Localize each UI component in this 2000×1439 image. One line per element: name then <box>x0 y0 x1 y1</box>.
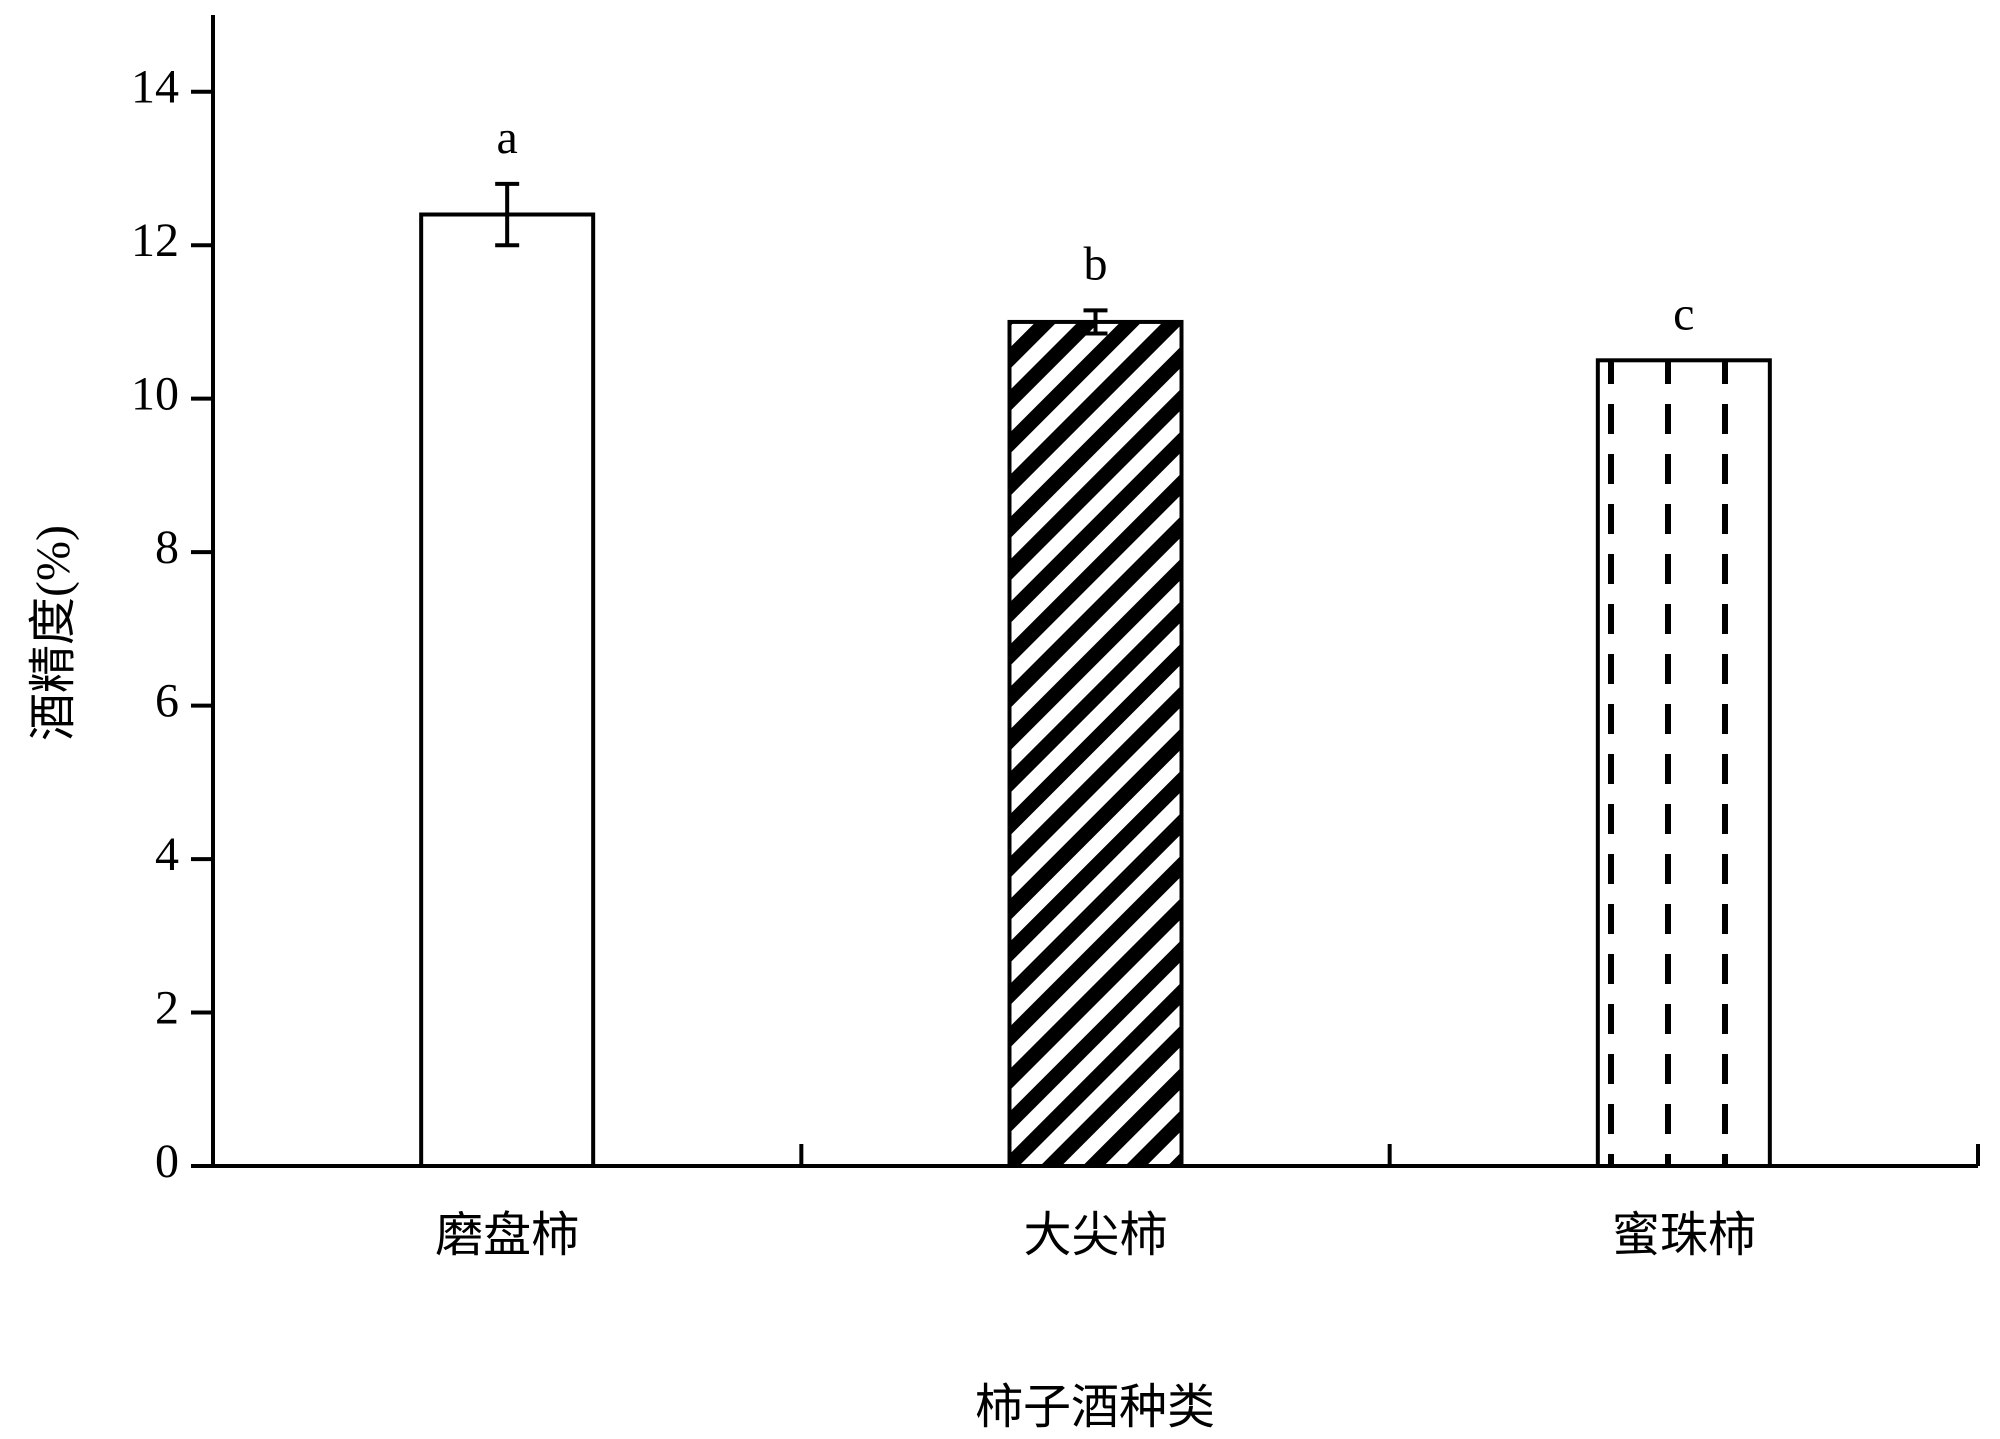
y-tick-label: 12 <box>131 214 179 267</box>
y-tick-label: 2 <box>155 982 179 1035</box>
y-axis-title: 酒精度(%) <box>27 525 80 741</box>
bar <box>1007 319 1184 1168</box>
bar <box>419 212 596 1169</box>
y-tick-label: 14 <box>131 61 179 114</box>
significance-label: b <box>1084 237 1108 290</box>
y-tick-label: 0 <box>155 1135 179 1188</box>
x-tick-label: 大尖柿 <box>1023 1209 1167 1262</box>
y-tick-label: 4 <box>155 828 179 881</box>
x-axis-title: 柿子酒种类 <box>975 1381 1215 1434</box>
significance-label: a <box>497 111 518 164</box>
y-tick-label: 10 <box>131 368 179 421</box>
y-tick-label: 8 <box>155 521 179 574</box>
bar <box>1595 358 1772 1168</box>
error-bar <box>1083 308 1108 336</box>
x-tick-label: 磨盘柿 <box>435 1209 579 1262</box>
x-tick-label: 蜜珠柿 <box>1612 1209 1756 1262</box>
y-tick-label: 6 <box>155 675 179 728</box>
significance-label: c <box>1673 287 1694 340</box>
error-bar <box>495 181 520 248</box>
